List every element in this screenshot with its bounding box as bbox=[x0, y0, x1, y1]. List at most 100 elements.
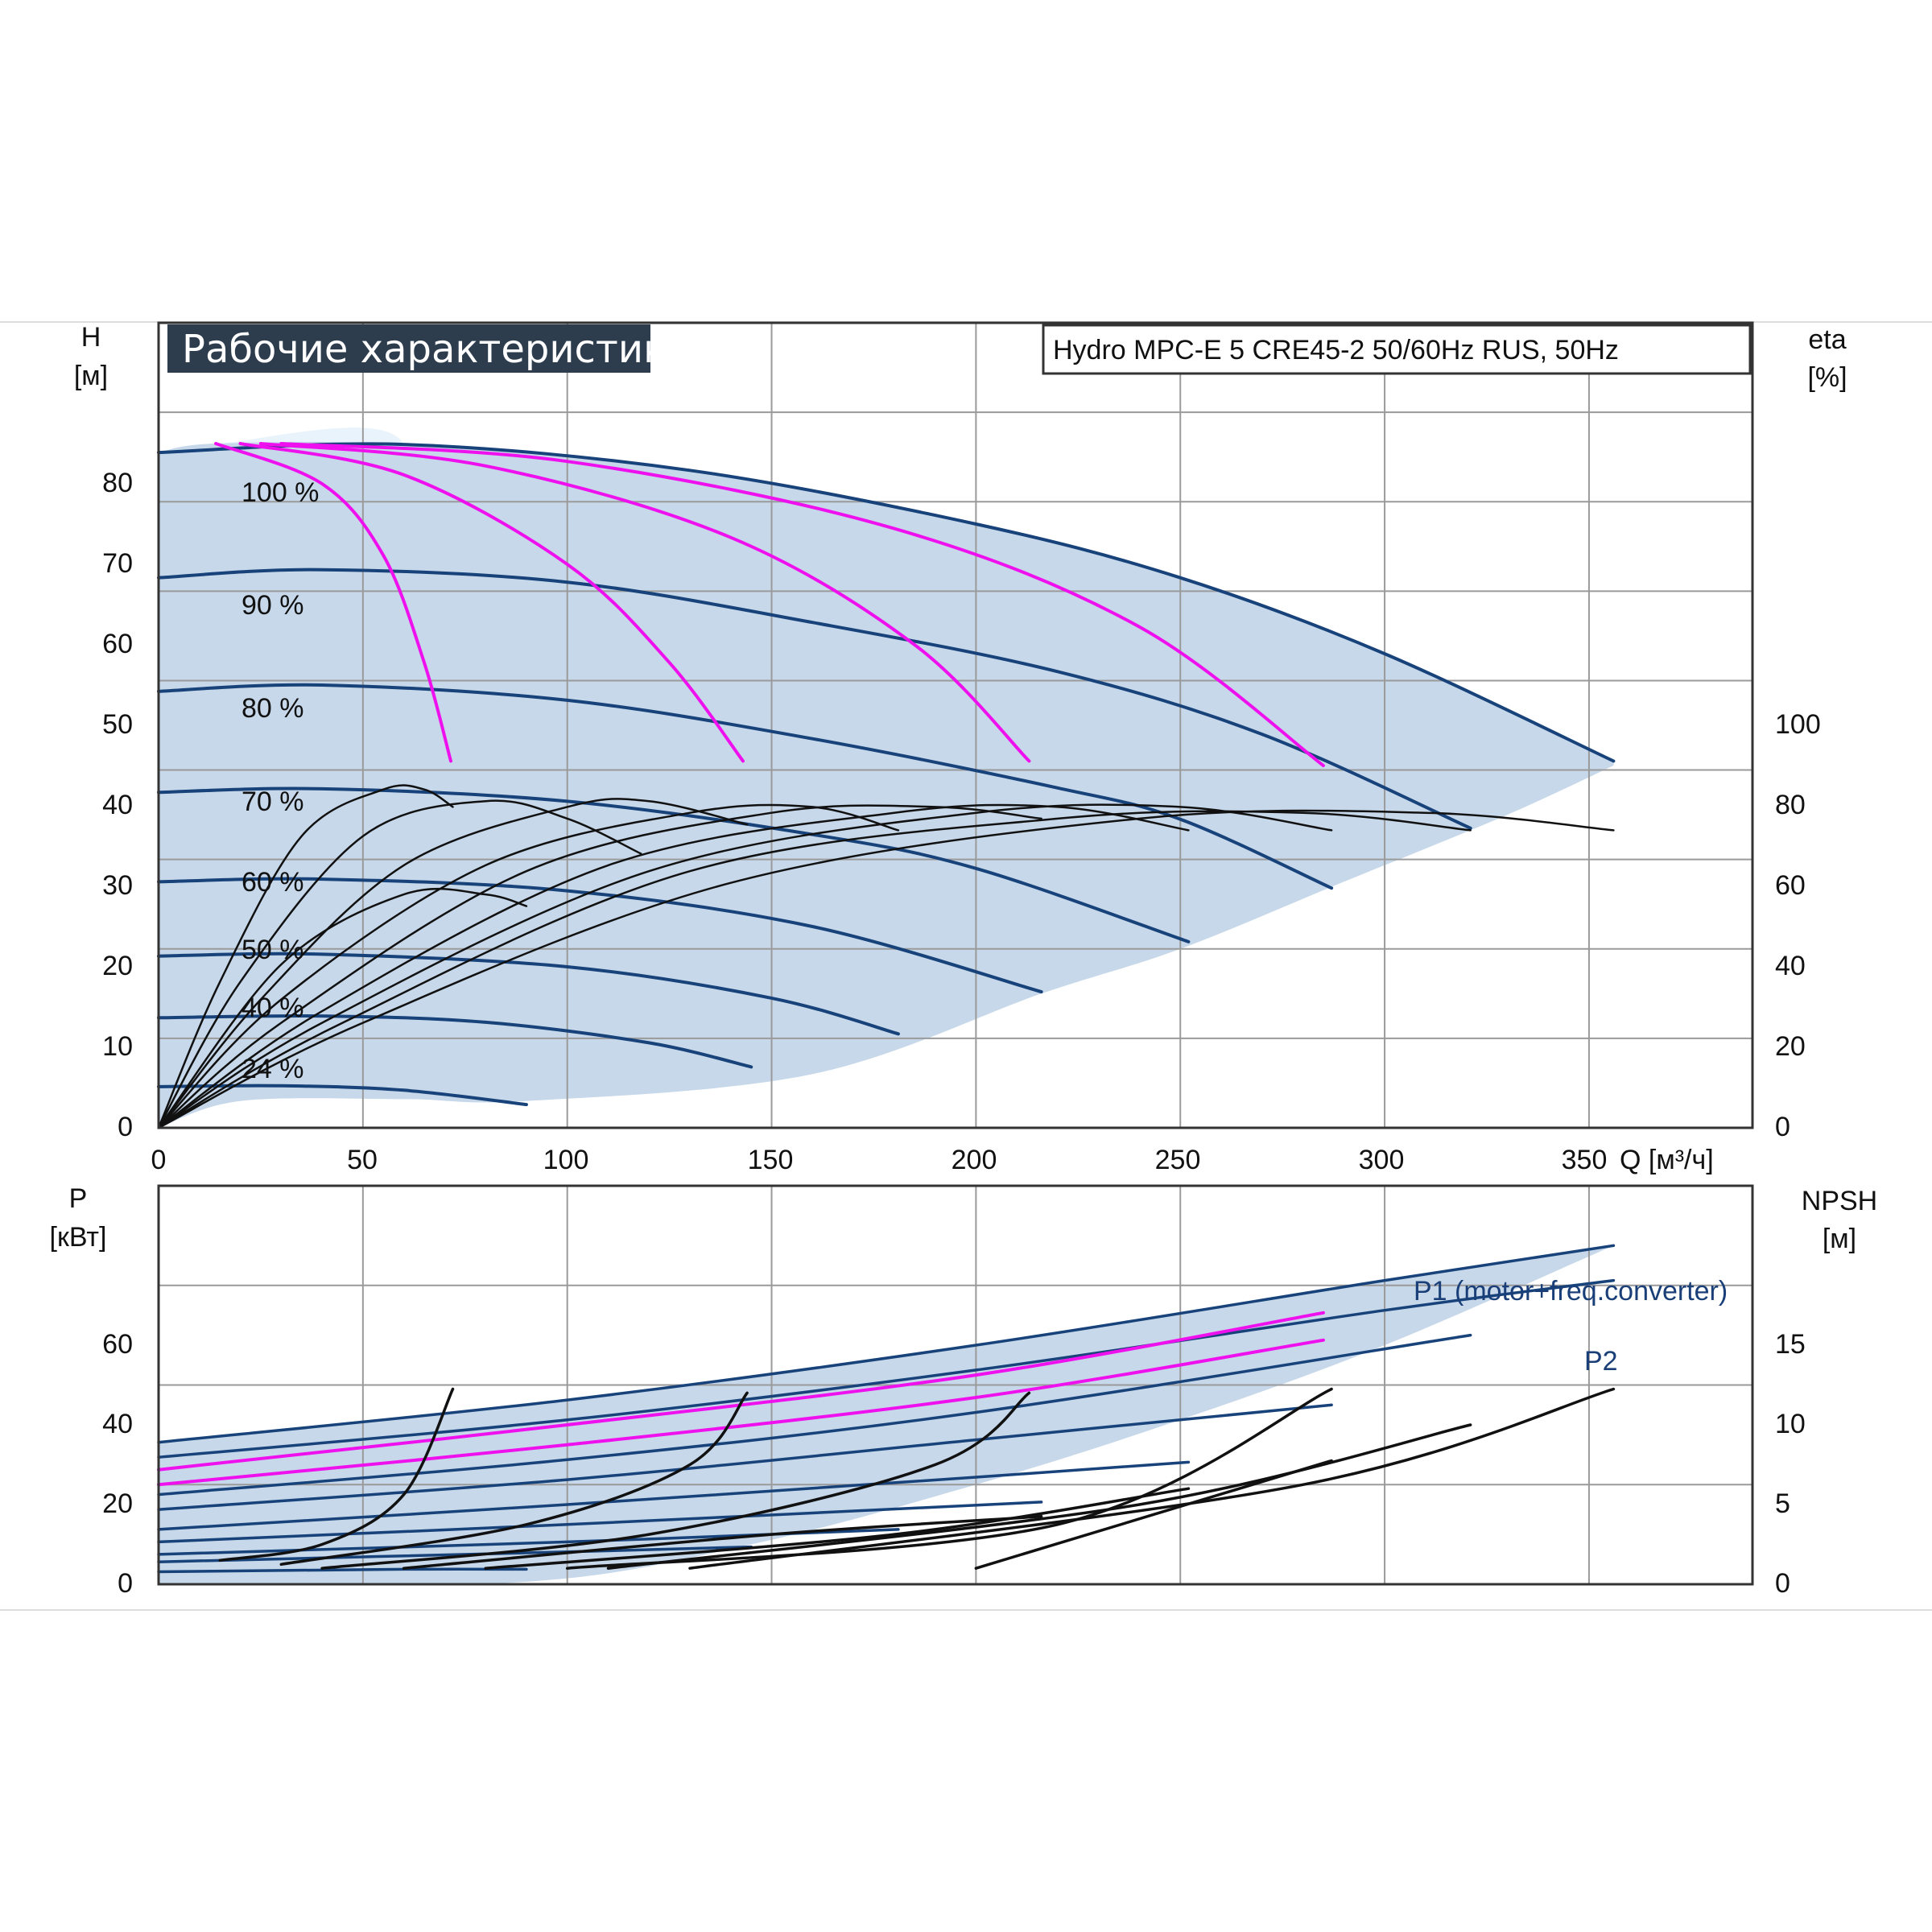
bottom-plot-border bbox=[157, 1184, 1754, 1586]
power-curve-4 bbox=[157, 1333, 1472, 1496]
model-label: Hydro MPC-E 5 CRE45-2 50/60Hz RUS, 50Hz bbox=[1053, 335, 1619, 365]
pink-curve-2 bbox=[157, 1311, 1325, 1472]
npsh-curve-15 bbox=[484, 1487, 1191, 1570]
p1-series-label: P1 (motor+freq.converter) bbox=[1414, 1276, 1728, 1307]
npsh-curve-11 bbox=[218, 1387, 455, 1563]
speed-label-90: 90 % bbox=[242, 590, 304, 621]
h-tick-50: 50 bbox=[102, 709, 133, 740]
x-tick-200: 200 bbox=[952, 1145, 997, 1175]
npsh-curve-18 bbox=[688, 1387, 1616, 1570]
speed-label-24: 24 % bbox=[242, 1054, 304, 1084]
power-curve-1 bbox=[157, 1278, 1616, 1459]
eta-tick-80: 80 bbox=[1775, 790, 1806, 820]
top-plot-border bbox=[157, 321, 1754, 1129]
npsh-axis-label: NPSH bbox=[1802, 1186, 1877, 1216]
h-tick-30: 30 bbox=[102, 870, 133, 901]
operating-envelope bbox=[159, 441, 1614, 1128]
npsh-tick-10: 10 bbox=[1775, 1409, 1806, 1439]
eta-curve-19 bbox=[157, 810, 1472, 1129]
npsh-curve-19 bbox=[974, 1459, 1333, 1570]
eta-curve-21 bbox=[157, 887, 528, 1129]
envelope-fills bbox=[159, 427, 1614, 1128]
eta-axis-unit: [%] bbox=[1807, 362, 1847, 393]
head-curve-0 bbox=[157, 442, 1616, 763]
h-axis-unit: [м] bbox=[74, 361, 108, 391]
x-axis-label: Q [м³/ч] bbox=[1620, 1145, 1714, 1175]
h-tick-10: 10 bbox=[102, 1031, 133, 1062]
h-tick-60: 60 bbox=[102, 629, 133, 659]
pink-curve-8 bbox=[214, 442, 452, 763]
eta-curve-18 bbox=[157, 803, 1333, 1129]
power-curve-9 bbox=[157, 1545, 753, 1563]
speed-label-60: 60 % bbox=[242, 867, 304, 898]
p-tick-0: 0 bbox=[118, 1568, 133, 1599]
eta-tick-40: 40 bbox=[1775, 951, 1806, 981]
p-tick-60: 60 bbox=[102, 1329, 133, 1360]
h-axis-label: H bbox=[81, 322, 101, 353]
speed-label-50: 50 % bbox=[242, 935, 304, 965]
power-curve-5 bbox=[157, 1403, 1333, 1511]
x-tick-250: 250 bbox=[1155, 1145, 1201, 1175]
speed-label-40: 40 % bbox=[242, 993, 304, 1023]
npsh-tick-5: 5 bbox=[1775, 1488, 1790, 1519]
h-tick-40: 40 bbox=[102, 790, 133, 820]
x-tick-350: 350 bbox=[1562, 1145, 1608, 1175]
power-npsh-panel: P [кВт] NPSH [м] 0 20 40 60 0 5 10 15 P1… bbox=[50, 1183, 1878, 1599]
model-box bbox=[1042, 324, 1752, 375]
power-curve-8 bbox=[157, 1528, 900, 1556]
npsh-curve-14 bbox=[402, 1515, 1043, 1570]
x-tick-100: 100 bbox=[543, 1145, 589, 1175]
x-tick-300: 300 bbox=[1359, 1145, 1405, 1175]
eta-tick-0: 0 bbox=[1775, 1112, 1790, 1142]
pink-curve-11 bbox=[279, 442, 1325, 767]
title-box bbox=[167, 324, 650, 373]
speed-label-100: 100 % bbox=[242, 477, 319, 508]
p-axis-unit: [кВт] bbox=[50, 1222, 107, 1253]
h-tick-0: 0 bbox=[118, 1112, 133, 1142]
eta-tick-60: 60 bbox=[1775, 870, 1806, 901]
eta-curve-12 bbox=[157, 784, 454, 1129]
eta-curve-16 bbox=[157, 804, 1042, 1129]
top-curves bbox=[157, 442, 1616, 1129]
x-tick-150: 150 bbox=[748, 1145, 794, 1175]
eta-tick-100: 100 bbox=[1775, 709, 1821, 740]
pink-curve-3 bbox=[157, 1338, 1325, 1487]
npsh-curve-17 bbox=[606, 1423, 1472, 1570]
head-curve-5 bbox=[157, 952, 900, 1036]
power-curve-7 bbox=[157, 1501, 1043, 1544]
h-tick-70: 70 bbox=[102, 548, 133, 579]
head-efficiency-panel: Рабочие характеристики Hydro MPC-E 5 CRE… bbox=[74, 321, 1847, 1175]
head-curve-3 bbox=[157, 786, 1191, 943]
power-curve-0 bbox=[157, 1244, 1616, 1444]
eta-curve-14 bbox=[157, 798, 749, 1129]
p-axis-label: P bbox=[69, 1183, 88, 1214]
npsh-curve-12 bbox=[279, 1391, 749, 1567]
npsh-tick-0: 0 bbox=[1775, 1568, 1790, 1599]
p2-series-label: P2 bbox=[1584, 1346, 1618, 1377]
p-tick-40: 40 bbox=[102, 1409, 133, 1439]
head-curve-1 bbox=[157, 568, 1472, 830]
pink-curve-10 bbox=[258, 442, 1031, 763]
power-curve-10 bbox=[157, 1567, 528, 1574]
pink-curve-9 bbox=[238, 442, 745, 763]
p-tick-20: 20 bbox=[102, 1488, 133, 1519]
head-curve-2 bbox=[157, 683, 1334, 890]
eta-curve-20 bbox=[157, 809, 1615, 1129]
x-tick-0: 0 bbox=[151, 1145, 167, 1175]
head-curve-4 bbox=[157, 877, 1043, 994]
npsh-axis-unit: [м] bbox=[1823, 1224, 1856, 1254]
eta-curve-17 bbox=[157, 803, 1190, 1129]
x-tick-50: 50 bbox=[347, 1145, 378, 1175]
speed-label-80: 80 % bbox=[242, 693, 304, 724]
power-curve-6 bbox=[157, 1460, 1191, 1531]
eta-tick-20: 20 bbox=[1775, 1031, 1806, 1062]
npsh-tick-15: 15 bbox=[1775, 1329, 1806, 1360]
bottom-curves bbox=[157, 1244, 1616, 1574]
eta-axis-label: eta bbox=[1808, 324, 1846, 355]
head-curve-6 bbox=[157, 1013, 753, 1069]
chart-title: Рабочие характеристики bbox=[182, 327, 691, 372]
h-tick-80: 80 bbox=[102, 468, 133, 498]
npsh-curve-13 bbox=[320, 1391, 1031, 1570]
eta-curve-13 bbox=[157, 799, 642, 1129]
